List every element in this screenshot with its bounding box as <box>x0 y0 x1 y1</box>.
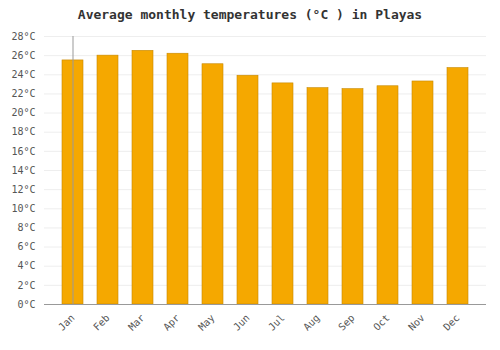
svg-text:12°C: 12°C <box>11 184 35 195</box>
svg-text:Jan: Jan <box>56 312 77 333</box>
svg-text:20°C: 20°C <box>11 107 35 118</box>
svg-text:24°C: 24°C <box>11 69 35 80</box>
svg-text:10°C: 10°C <box>11 203 35 214</box>
svg-text:Jul: Jul <box>266 312 287 333</box>
svg-text:22°C: 22°C <box>11 88 35 99</box>
svg-text:Oct: Oct <box>371 312 392 333</box>
svg-text:28°C: 28°C <box>11 31 35 42</box>
svg-text:14°C: 14°C <box>11 165 35 176</box>
svg-text:Jun: Jun <box>231 312 252 333</box>
svg-text:Feb: Feb <box>91 312 112 333</box>
svg-text:2°C: 2°C <box>17 280 35 291</box>
svg-text:Dec: Dec <box>441 312 462 333</box>
svg-text:16°C: 16°C <box>11 146 35 157</box>
svg-text:8°C: 8°C <box>17 222 35 233</box>
svg-text:Mar: Mar <box>126 312 147 333</box>
svg-text:26°C: 26°C <box>11 50 35 61</box>
svg-text:18°C: 18°C <box>11 126 35 137</box>
svg-text:Aug: Aug <box>301 312 322 333</box>
svg-text:6°C: 6°C <box>17 241 35 252</box>
svg-text:Apr: Apr <box>161 312 182 333</box>
html-text:Average monthly temperatures (: Average monthly temperatures (°C ) in Pl… <box>77 7 423 22</box>
svg-text:Sep: Sep <box>336 312 357 333</box>
svg-text:May: May <box>196 312 217 333</box>
svg-text:Nov: Nov <box>406 312 427 333</box>
svg-text:4°C: 4°C <box>17 260 35 271</box>
svg-text:0°C: 0°C <box>17 299 35 310</box>
